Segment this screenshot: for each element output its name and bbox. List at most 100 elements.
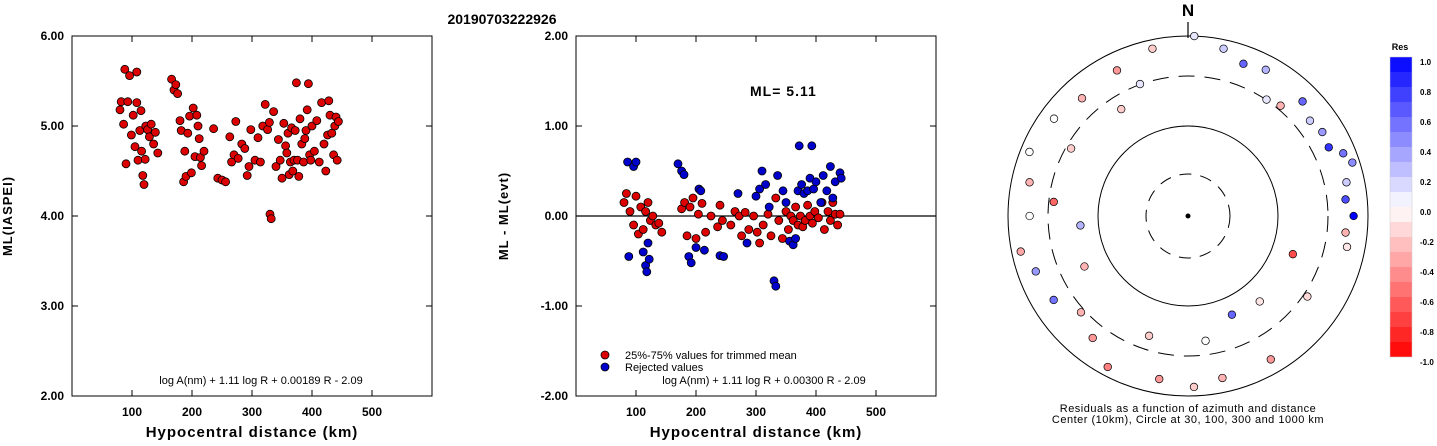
data-point (836, 173, 846, 183)
data-point (123, 97, 133, 107)
data-point (749, 211, 758, 221)
data-point (188, 103, 198, 113)
data-point (623, 157, 632, 167)
panel1-points (115, 64, 343, 224)
data-point (255, 157, 265, 167)
residual-colorbar: Res 1.0 0.8 0.6 0.4 0.2 0.0 -0.2 -0.4 -0.6 -0.8 -1… (1389, 42, 1434, 367)
station-residual-point (1255, 297, 1264, 306)
panel1-ticks: 100 200 300 400 500 2.00 3.00 4.00 5.00 6.00 (41, 29, 432, 419)
panel1-xlabel: Hypocentral distance (km) (146, 424, 359, 441)
data-point (773, 171, 782, 180)
panel2-xlabel: Hypocentral distance (km) (650, 424, 863, 441)
colorbar-tick-label: -0.4 (1420, 268, 1434, 277)
colorbar-outline (1389, 56, 1413, 358)
azimuth-residual-panel: N Residuals as a function of azimuth and… (1007, 1, 1369, 426)
data-point (751, 191, 761, 201)
data-point (691, 243, 701, 252)
x-tick-label: 400 (302, 405, 322, 419)
data-point (835, 209, 845, 219)
station-residual-point (1117, 104, 1126, 114)
data-point (638, 225, 648, 234)
data-point (797, 180, 806, 189)
data-point (197, 161, 207, 171)
station-residual-point (1135, 79, 1145, 89)
data-point (696, 186, 706, 196)
data-point (619, 198, 629, 207)
station-residual-point (1076, 221, 1085, 230)
data-point (180, 146, 190, 156)
data-point (828, 193, 838, 203)
station-residual-point (1266, 355, 1275, 364)
data-point (327, 128, 337, 138)
x-tick-label: 500 (866, 405, 886, 419)
station-residual-point (1339, 149, 1348, 158)
data-point (638, 247, 648, 257)
colorbar-tick-label: 0.6 (1420, 118, 1432, 127)
legend-accepted-label: 25%-75% values for trimmed mean (625, 350, 797, 362)
colorbar-boxes (1389, 56, 1413, 358)
station-residual-point (1190, 31, 1199, 41)
data-point (766, 231, 776, 241)
colorbar-swatch (1390, 192, 1412, 207)
data-point (140, 154, 150, 164)
station-residual-point (1112, 66, 1122, 75)
data-point (279, 118, 289, 128)
station-residual-point (1025, 178, 1034, 187)
station-residual-point (1349, 211, 1358, 221)
data-point (679, 170, 689, 180)
y-tick-label: 2.00 (545, 29, 569, 43)
colorbar-swatch (1390, 237, 1412, 252)
data-point (119, 119, 128, 129)
x-tick-label: 100 (626, 405, 646, 419)
data-point (713, 222, 722, 232)
data-point (194, 134, 204, 144)
colorbar-swatch (1390, 282, 1412, 297)
data-point (244, 162, 254, 171)
data-point (654, 218, 664, 228)
data-point (146, 119, 156, 129)
data-point (778, 234, 787, 243)
panel2-ylabel: ML - ML(evt) (496, 172, 511, 260)
station-residual-point (1288, 250, 1298, 259)
data-point (644, 254, 654, 264)
data-point (757, 166, 767, 176)
legend-rejected-label: Rejected values (625, 362, 704, 374)
x-tick-label: 100 (122, 405, 142, 419)
data-point (275, 155, 285, 165)
data-point (173, 89, 183, 98)
colorbar-tick-label: 0.4 (1420, 148, 1432, 157)
colorbar-swatch (1390, 87, 1412, 102)
data-point (673, 159, 683, 169)
data-point (319, 139, 329, 149)
station-residual-point (1066, 144, 1076, 153)
station-residual-point (1261, 65, 1270, 74)
data-point (700, 245, 709, 255)
data-point (820, 225, 829, 234)
data-point (737, 231, 746, 241)
data-point (631, 191, 641, 201)
data-point (719, 252, 728, 261)
data-point (808, 218, 817, 228)
data-point (121, 159, 131, 169)
station-residual-point (1077, 94, 1087, 103)
data-point (811, 177, 821, 187)
colorbar-tick-label: -0.2 (1420, 238, 1434, 247)
data-point (221, 177, 231, 187)
station-residual-point (1262, 95, 1271, 104)
data-point (691, 234, 701, 243)
station-residual-point (1189, 382, 1199, 392)
data-point (761, 180, 770, 189)
data-point (733, 189, 743, 198)
station-residual-point (1155, 374, 1164, 384)
data-point (752, 227, 762, 237)
data-point (294, 171, 304, 181)
data-point (132, 67, 142, 77)
data-point (128, 110, 138, 120)
data-point (726, 220, 736, 230)
station-residual-point (1342, 178, 1351, 187)
data-point (803, 200, 812, 210)
data-point (291, 78, 301, 88)
colorbar-tick-label: -0.8 (1420, 328, 1434, 337)
station-residual-point (1025, 211, 1034, 221)
station-residual-point (1218, 373, 1227, 383)
